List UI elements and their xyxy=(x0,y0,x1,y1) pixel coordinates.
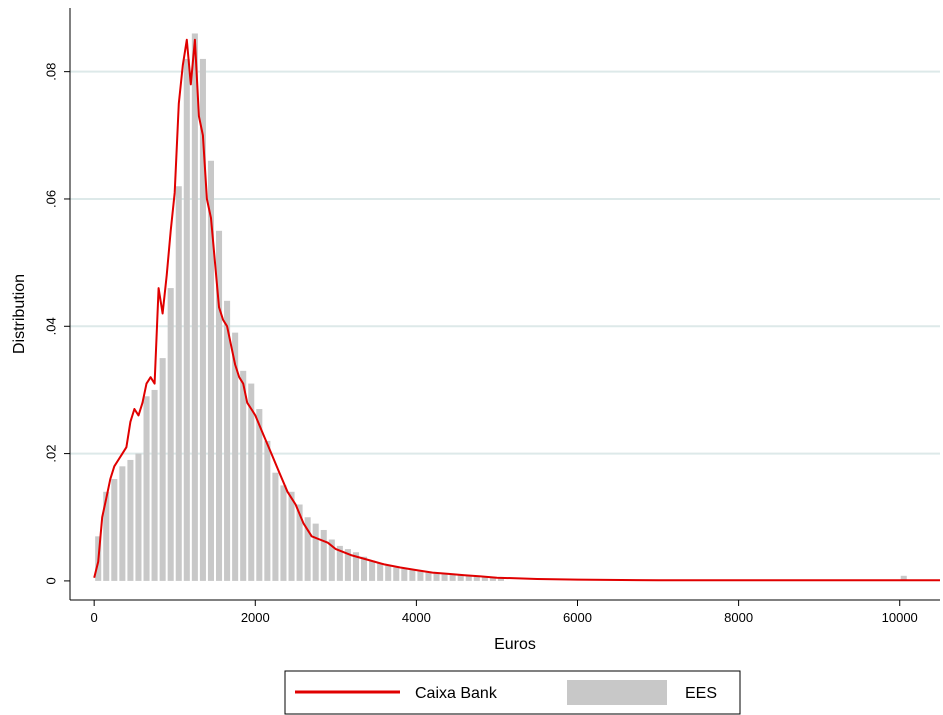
histogram-bar xyxy=(320,529,327,581)
histogram-bar xyxy=(240,370,247,581)
histogram-bars xyxy=(95,33,907,581)
y-axis-title: Distribution xyxy=(11,274,28,354)
line-series-layer xyxy=(93,38,940,582)
histogram-bar xyxy=(103,491,110,581)
histogram-bar xyxy=(224,300,231,581)
x-tick-label: 8000 xyxy=(724,610,753,625)
x-tick-label: 6000 xyxy=(563,610,592,625)
histogram-bar xyxy=(280,485,287,581)
histogram-bar xyxy=(191,33,198,581)
histogram-bar xyxy=(377,563,384,581)
histogram-bar xyxy=(433,573,440,581)
histogram-bar xyxy=(288,491,295,581)
legend: Caixa Bank EES xyxy=(284,670,741,715)
histogram-bar xyxy=(344,549,351,581)
histogram-bar xyxy=(409,570,416,581)
x-axis-title: Euros xyxy=(494,636,536,653)
histogram-bar xyxy=(304,517,311,581)
legend-label-caixa-bank: Caixa Bank xyxy=(415,685,498,702)
y-tick-label: .04 xyxy=(43,317,58,335)
histogram-bar xyxy=(497,578,504,581)
histogram-bar xyxy=(900,575,907,581)
histogram-bar xyxy=(248,383,255,581)
x-tick-label: 10000 xyxy=(882,610,918,625)
histogram-bar xyxy=(207,160,214,581)
histogram-bar xyxy=(361,556,368,581)
histogram-bar xyxy=(441,573,448,581)
histogram-bar xyxy=(352,552,359,581)
histogram-bar xyxy=(159,358,166,581)
histogram-bar xyxy=(385,565,392,581)
histogram-bar xyxy=(216,230,223,581)
x-tick-label: 2000 xyxy=(241,610,270,625)
legend-label-ees: EES xyxy=(685,685,717,702)
histogram-bar xyxy=(425,572,432,581)
histogram-bar xyxy=(393,567,400,581)
histogram-bar xyxy=(449,574,456,581)
histogram-bar xyxy=(417,571,424,581)
legend-swatch-ees xyxy=(567,680,667,705)
histogram-bar xyxy=(272,472,279,581)
histogram-bar xyxy=(127,459,134,581)
histogram-bar xyxy=(336,545,343,581)
grid-layer xyxy=(70,70,940,455)
histogram-bar xyxy=(143,396,150,581)
axes xyxy=(69,8,940,601)
histogram-bar xyxy=(167,288,174,581)
axis-ticks: 0 2000 4000 6000 8000 10000 0 .02 .04 .06 .08 xyxy=(43,63,917,625)
histogram-bar xyxy=(465,575,472,581)
histogram-bar xyxy=(312,523,319,581)
y-tick-label: 0 xyxy=(43,577,58,584)
histogram-bar xyxy=(264,440,271,581)
histogram-bar xyxy=(111,479,118,581)
histogram-bar xyxy=(489,577,496,581)
y-tick-label: .06 xyxy=(43,190,58,208)
histogram-bar xyxy=(481,577,488,581)
histogram-bar xyxy=(199,58,206,581)
histogram-bar xyxy=(119,466,126,581)
x-tick-label: 4000 xyxy=(402,610,431,625)
line-series-caixa-bank xyxy=(93,38,940,582)
histogram-bar xyxy=(473,576,480,581)
histogram-bar xyxy=(151,389,158,581)
histogram-bar xyxy=(328,539,335,581)
histogram-bar xyxy=(175,186,182,581)
histogram-bar xyxy=(256,409,263,581)
histogram-bar xyxy=(232,332,239,581)
histogram-bar xyxy=(457,575,464,581)
histogram-bar xyxy=(296,504,303,581)
histogram-bar xyxy=(183,58,190,581)
y-tick-label: .02 xyxy=(43,445,58,463)
histogram-bar xyxy=(401,568,408,581)
histogram-bar xyxy=(135,453,142,581)
y-tick-label: .08 xyxy=(43,63,58,81)
x-tick-label: 0 xyxy=(91,610,98,625)
histogram-bar xyxy=(369,560,376,581)
